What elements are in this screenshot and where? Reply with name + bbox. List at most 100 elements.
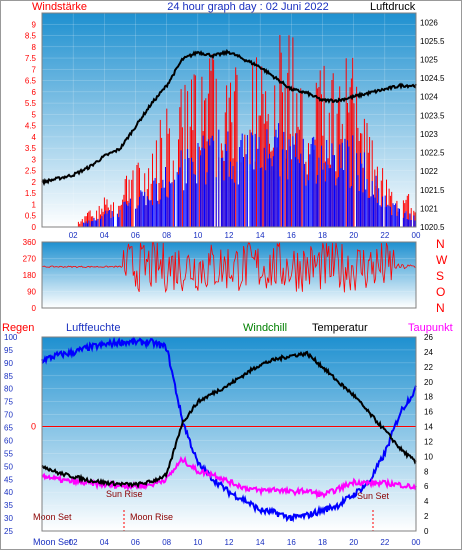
pressure-tick-label: 1026 bbox=[420, 18, 438, 27]
pressure-axis-labels: 1020.5 1021 1021.5 1022 1022.5 1023 1023.5 1024… bbox=[420, 18, 445, 232]
wind-tick-label: 0.5 bbox=[25, 212, 37, 221]
direction-tick-label: 270 bbox=[23, 255, 37, 264]
temperature-tick-label: 22 bbox=[424, 363, 433, 372]
wind-tick-label: 4 bbox=[32, 133, 37, 142]
hour-tick-label: 04 bbox=[100, 538, 109, 547]
zero-label: 0 bbox=[31, 422, 36, 432]
compass-label: W bbox=[436, 253, 448, 267]
sun-set-label: Sun Set bbox=[357, 491, 390, 501]
direction-tick-label: 360 bbox=[23, 238, 37, 247]
temperature-line bbox=[41, 350, 417, 489]
hour-tick-label: 02 bbox=[69, 231, 78, 240]
wind-tick-label: 7.5 bbox=[25, 54, 37, 63]
humidity-tick-label: 65 bbox=[4, 424, 13, 433]
wind-tick-label: 6 bbox=[32, 88, 37, 97]
humidity-tick-label: 100 bbox=[4, 333, 18, 342]
wind-tick-label: 7 bbox=[32, 65, 37, 74]
humidity-tick-label: 90 bbox=[4, 359, 13, 368]
hour-tick-label: 22 bbox=[380, 231, 389, 240]
temperature-tick-label: 26 bbox=[424, 333, 433, 342]
humidity-line bbox=[41, 336, 417, 523]
hour-tick-label: 16 bbox=[287, 231, 296, 240]
humidity-tick-label: 35 bbox=[4, 501, 13, 510]
graph-title: 24 hour graph day : 02 Juni 2022 bbox=[167, 1, 328, 13]
hour-tick-label: 16 bbox=[287, 538, 296, 547]
hour-tick-label: 18 bbox=[318, 231, 327, 240]
humidity-tick-label: 25 bbox=[4, 527, 13, 536]
pressure-tick-label: 1020.5 bbox=[420, 223, 445, 232]
wind-speed-header: Windstärke bbox=[32, 1, 87, 13]
compass-label: O bbox=[436, 285, 445, 299]
legend-windchill: Windchill bbox=[243, 322, 287, 334]
temperature-tick-label: 10 bbox=[424, 452, 433, 461]
pressure-tick-label: 1024 bbox=[420, 93, 438, 102]
wind-tick-label: 3 bbox=[32, 155, 37, 164]
temperature-tick-label: 18 bbox=[424, 393, 433, 402]
hour-tick-label: 22 bbox=[380, 538, 389, 547]
wind-tick-label: 0 bbox=[32, 223, 37, 232]
wind-bars bbox=[77, 35, 416, 227]
temperature-tick-label: 2 bbox=[424, 512, 429, 521]
wind-tick-label: 8.5 bbox=[25, 32, 37, 41]
hour-tick-label: 20 bbox=[349, 538, 358, 547]
time-axis-labels-bottom: 02 04 06 08 10 12 14 16 18 20 22 00 bbox=[69, 538, 421, 547]
legend-dewpoint: Taupunkt bbox=[408, 322, 453, 334]
hour-tick-label: 12 bbox=[225, 538, 234, 547]
hour-tick-label: 10 bbox=[193, 538, 202, 547]
temperature-tick-label: 6 bbox=[424, 482, 429, 491]
temperature-tick-label: 12 bbox=[424, 437, 433, 446]
legend-temperature: Temperatur bbox=[312, 322, 368, 334]
humidity-tick-label: 75 bbox=[4, 398, 13, 407]
humidity-tick-label: 40 bbox=[4, 488, 13, 497]
pressure-tick-label: 1021 bbox=[420, 204, 438, 213]
temp-humidity-panel bbox=[42, 337, 416, 531]
hour-tick-label: 18 bbox=[318, 538, 327, 547]
temperature-tick-label: 16 bbox=[424, 408, 433, 417]
wind-pressure-frame bbox=[41, 12, 417, 228]
wind-tick-label: 2.5 bbox=[25, 167, 37, 176]
wind-direction-frame bbox=[41, 241, 417, 309]
temperature-tick-label: 14 bbox=[424, 423, 433, 432]
sun-rise-label: Sun Rise bbox=[106, 489, 143, 499]
hour-tick-label: 06 bbox=[131, 231, 140, 240]
wind-axis-labels: 0 0.5 1 1.5 2 2.5 3 3.5 4 4.5 5 5.5 6 6.5 7 7.5 8 8.5 9 bbox=[25, 20, 37, 232]
temperature-tick-label: 20 bbox=[424, 378, 433, 387]
pressure-tick-label: 1025 bbox=[420, 56, 438, 65]
pressure-tick-label: 1025.5 bbox=[420, 37, 445, 46]
temperature-tick-label: 0 bbox=[424, 527, 429, 536]
humidity-tick-label: 50 bbox=[4, 462, 13, 471]
pressure-tick-label: 1021.5 bbox=[420, 186, 445, 195]
pressure-header: Luftdruck bbox=[370, 1, 416, 13]
pressure-tick-label: 1023 bbox=[420, 130, 438, 139]
wind-tick-label: 5.5 bbox=[25, 99, 37, 108]
wind-tick-label: 5 bbox=[32, 110, 37, 119]
humidity-tick-label: 30 bbox=[4, 514, 13, 523]
humidity-tick-label: 85 bbox=[4, 372, 13, 381]
wind-tick-label: 8 bbox=[32, 43, 37, 52]
time-axis-labels: 02 04 06 08 10 12 14 16 18 20 22 00 bbox=[69, 231, 421, 240]
hour-tick-label: 14 bbox=[256, 231, 265, 240]
temperature-tick-label: 8 bbox=[424, 467, 429, 476]
wind-tick-label: 3.5 bbox=[25, 144, 37, 153]
humidity-axis-labels: 25 30 35 40 45 50 55 60 65 70 75 80 85 90 95 100 bbox=[4, 333, 18, 536]
wind-tick-label: 4.5 bbox=[25, 122, 37, 131]
temp-humidity-frame bbox=[41, 336, 417, 532]
wind-tick-label: 9 bbox=[32, 20, 37, 29]
temperature-tick-label: 24 bbox=[424, 348, 433, 357]
legend-humidity: Luftfeuchte bbox=[66, 322, 120, 334]
wind-tick-label: 1.5 bbox=[25, 189, 37, 198]
hour-tick-label: 04 bbox=[100, 231, 109, 240]
hour-tick-label: 08 bbox=[162, 538, 171, 547]
hour-tick-label: 00 bbox=[412, 231, 421, 240]
moon-set-label: Moon Set bbox=[33, 512, 72, 522]
hour-tick-label: 00 bbox=[412, 538, 421, 547]
pressure-tick-label: 1022 bbox=[420, 167, 438, 176]
hour-tick-label: 14 bbox=[256, 538, 265, 547]
hour-tick-label: 06 bbox=[131, 538, 140, 547]
wind-tick-label: 2 bbox=[32, 178, 37, 187]
direction-axis-labels: 0 90 180 270 360 bbox=[23, 238, 37, 313]
humidity-tick-label: 80 bbox=[4, 385, 13, 394]
